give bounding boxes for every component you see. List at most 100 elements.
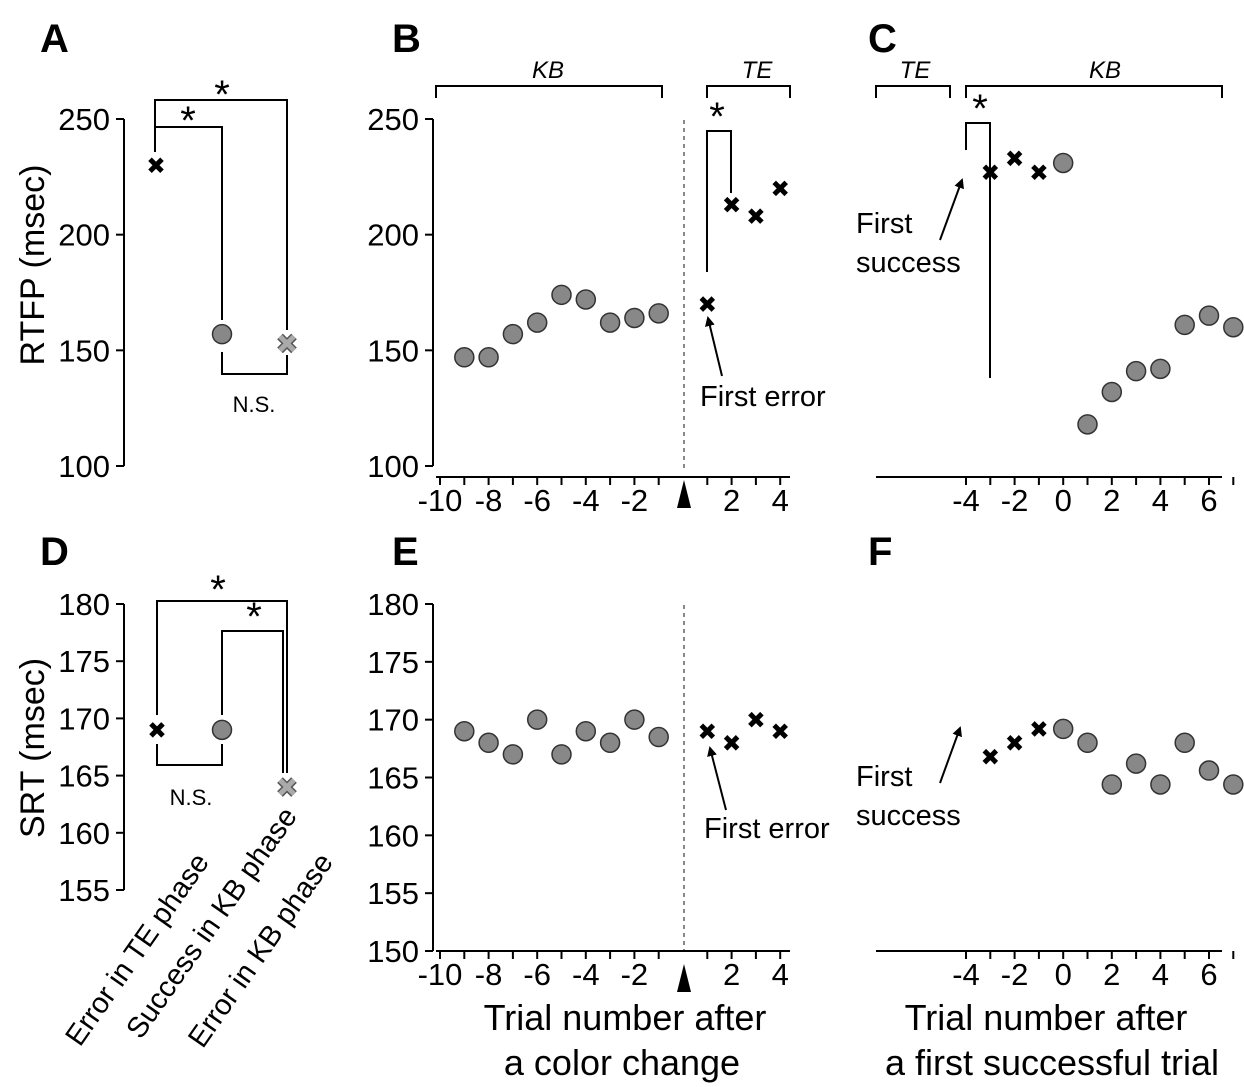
panel-e-series0-point-1 (478, 732, 499, 754)
panel-b-series0-point-0 (454, 347, 475, 368)
panel-d-y-tick-label: 165 (58, 759, 110, 794)
panel-f-series1-point-0 (1052, 718, 1074, 740)
panel-c-series0-point-2 (1031, 164, 1047, 180)
panel-e-series0-point-6 (599, 732, 621, 754)
sig-star-a-outer: * (214, 73, 230, 117)
panel-e-y-tick-label: 150 (367, 934, 419, 969)
panel-e-series1-point-1 (723, 735, 740, 751)
panel-c-series1-point-3 (1125, 360, 1147, 382)
panel-e-x-tick-label: -10 (418, 957, 463, 992)
panel-a-point-1 (211, 323, 233, 345)
sig-bracket-d-ns (156, 744, 223, 766)
panel-e-series0-point-2 (502, 744, 524, 765)
annotation-first-success-f-1: First (856, 761, 912, 793)
panel-e-series1-point-3 (772, 723, 788, 740)
sig-bracket-a-ns (221, 352, 288, 375)
panel-b-series0-point-8 (648, 303, 669, 324)
panel-b-series0-point-6 (599, 312, 621, 333)
panel-b-series0-point-7 (624, 307, 645, 329)
panel-b-series0-point-1 (478, 347, 499, 368)
panel-letter-b: B (392, 17, 421, 61)
sig-star-d-inner: * (246, 595, 262, 639)
panel-f-x-tick-label: 0 (1055, 957, 1072, 992)
panel-b-y-tick-label: 250 (367, 102, 419, 137)
panel-b-x-tick-label: -6 (523, 483, 551, 518)
panel-c-series1-point-5 (1174, 314, 1195, 336)
panel-c-x-tick-label: 0 (1055, 483, 1072, 518)
panel-e-x-tick-label: 4 (772, 957, 789, 992)
sig-star-a-inner: * (180, 99, 196, 143)
xlabel-e-line2: a color change (504, 1042, 740, 1083)
panel-e-y-tick-label: 155 (367, 876, 419, 911)
panel-d-y-tick-label: 170 (58, 701, 110, 736)
phase-label-te-b: TE (742, 57, 774, 84)
panel-c-x-tick-label: 4 (1152, 483, 1169, 518)
panel-d-y-tick-label: 175 (58, 644, 110, 679)
panel-c-x-tick-label: 2 (1103, 483, 1120, 518)
panel-b-series1-point-3 (772, 180, 788, 197)
panel-f-series0-point-2 (1031, 721, 1047, 737)
panel-letter-f: F (868, 530, 892, 574)
panel-f-series1-point-7 (1223, 774, 1244, 795)
sig-bracket-b (706, 130, 732, 272)
panel-e-series0-point-5 (575, 720, 597, 742)
panel-c-series0-point-0 (982, 164, 999, 180)
panel-f-series1-point-4 (1150, 774, 1171, 795)
panel-d-point-1 (211, 719, 233, 741)
panel-b-series1-point-2 (748, 208, 764, 224)
panel-b-series1-point-0 (699, 296, 716, 312)
sig-bracket-c (965, 122, 991, 378)
panel-b-x-tick-label: 4 (772, 483, 789, 518)
panel-c-series1-point-7 (1223, 316, 1244, 338)
panel-letter-a: A (40, 17, 69, 61)
panel-d-point-0 (149, 722, 165, 738)
panel-e-y-tick-label: 170 (367, 703, 419, 738)
panel-b-series0-point-4 (551, 284, 572, 306)
panel-e-y-tick-label: 175 (367, 645, 419, 680)
panel-b-x-tick-label: -2 (621, 483, 649, 518)
panel-f-series1-point-2 (1101, 774, 1123, 795)
arrow-first-success-f (939, 726, 962, 784)
panel-f-series0-point-0 (982, 748, 999, 765)
panel-e-series1-point-2 (748, 711, 764, 728)
rtfp-ylabel: RTFP (msec) (14, 165, 52, 366)
panel-d-point-2 (278, 778, 296, 796)
panel-e-series0-point-7 (624, 709, 645, 730)
panel-f-series1-point-5 (1174, 732, 1195, 754)
panel-b-series0-point-2 (502, 323, 524, 345)
panel-e-series0-point-0 (454, 720, 475, 742)
panel-f-series0-point-1 (1006, 735, 1023, 751)
panel-f-series1-point-3 (1125, 753, 1147, 774)
arrow-first-success-c (939, 178, 964, 241)
arrow-first-error-b (705, 316, 723, 377)
panel-a-point-2 (278, 334, 296, 353)
panel-b-series0-point-5 (575, 289, 597, 310)
annotation-first-error-e: First error (704, 813, 830, 845)
panel-e-x-tick-label: 2 (723, 957, 740, 992)
panel-e-y-tick-label: 165 (367, 761, 419, 796)
phase-bracket-te-c (875, 85, 951, 98)
panel-f-series1-point-1 (1077, 732, 1098, 754)
panel-c-series1-point-1 (1077, 414, 1098, 435)
panel-e-x-tick-label: -4 (572, 957, 600, 992)
sig-bracket-a-inner (154, 126, 223, 320)
panel-f-x-tick-label: -2 (1001, 957, 1029, 992)
ns-label-a: N.S. (233, 392, 276, 417)
panel-c-series1-point-0 (1052, 152, 1074, 174)
sig-star-b: * (709, 95, 725, 139)
panel-c-series1-point-4 (1150, 358, 1171, 380)
panel-f-x-tick-label: 6 (1200, 957, 1217, 992)
panel-e-series1-point-0 (699, 723, 716, 740)
panel-e-y-tick-label: 160 (367, 818, 419, 853)
panel-b-x-tick-label: -10 (418, 483, 463, 518)
panel-d-y-tick-label: 160 (58, 816, 110, 851)
sig-star-c: * (972, 87, 988, 131)
phase-label-kb-b: KB (532, 57, 564, 84)
panel-b-y-tick-label: 150 (367, 333, 419, 368)
panel-b-x-tick-label: -8 (475, 483, 503, 518)
srt-ylabel: SRT (msec) (14, 658, 52, 838)
panel-f-series1-point-6 (1198, 760, 1220, 781)
panel-a-y-tick-label: 200 (58, 218, 110, 253)
panel-a-point-0 (148, 157, 164, 174)
